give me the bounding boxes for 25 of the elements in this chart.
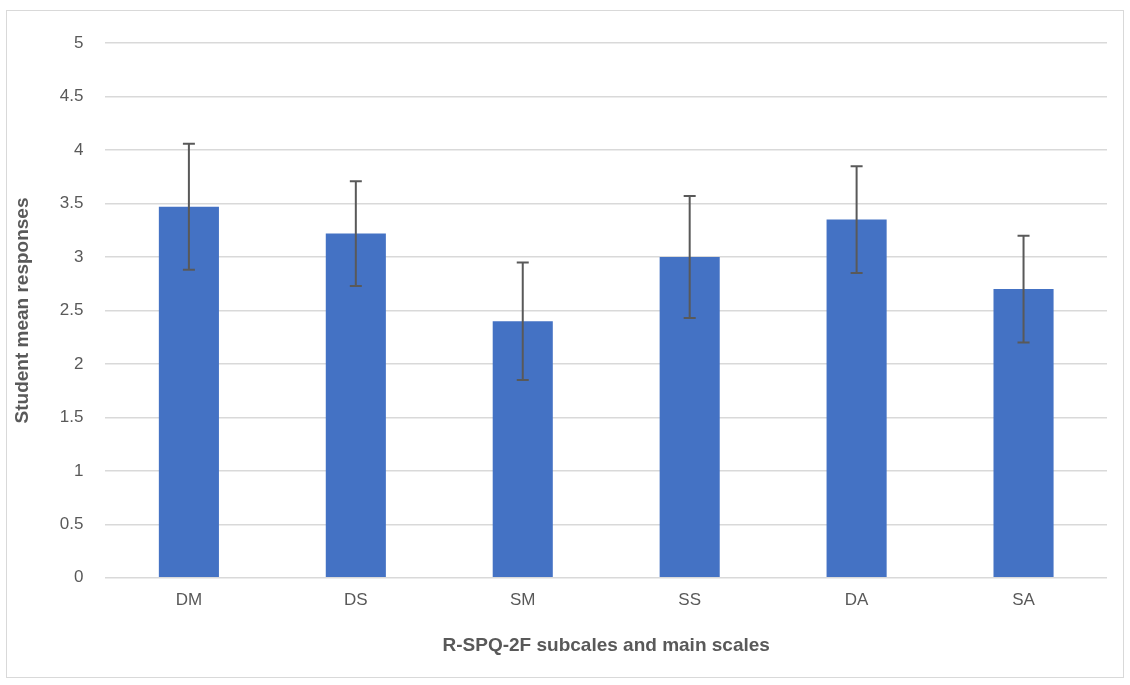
- bar: [659, 257, 720, 578]
- y-tick-label: 2: [73, 353, 84, 373]
- x-tick-label: SS: [678, 589, 702, 609]
- bar: [492, 321, 553, 578]
- bar: [325, 233, 386, 578]
- bar: [158, 206, 219, 578]
- y-tick-label: 3: [73, 246, 84, 266]
- x-tick-label: SA: [1012, 589, 1036, 609]
- y-tick-label: 4: [73, 139, 84, 159]
- y-tick-label: 3.5: [59, 193, 84, 213]
- y-tick-label: 0: [73, 567, 84, 587]
- x-tick-label: DA: [844, 589, 870, 609]
- x-axis-title: R-SPQ-2F subcales and main scales: [442, 633, 770, 655]
- y-tick-label: 1: [73, 460, 84, 480]
- y-tick-label: 5: [73, 32, 84, 52]
- y-tick-label: 4.5: [59, 86, 84, 106]
- x-tick-label: SM: [510, 589, 536, 609]
- bar: [826, 219, 887, 578]
- y-tick-label: 0.5: [59, 514, 84, 534]
- y-axis-title: Student mean responses: [10, 197, 32, 424]
- x-tick-label: DM: [175, 589, 203, 609]
- y-tick-label: 2.5: [59, 300, 84, 320]
- bar: [993, 289, 1054, 578]
- y-tick-label: 1.5: [59, 407, 84, 427]
- x-tick-label: DS: [344, 589, 368, 609]
